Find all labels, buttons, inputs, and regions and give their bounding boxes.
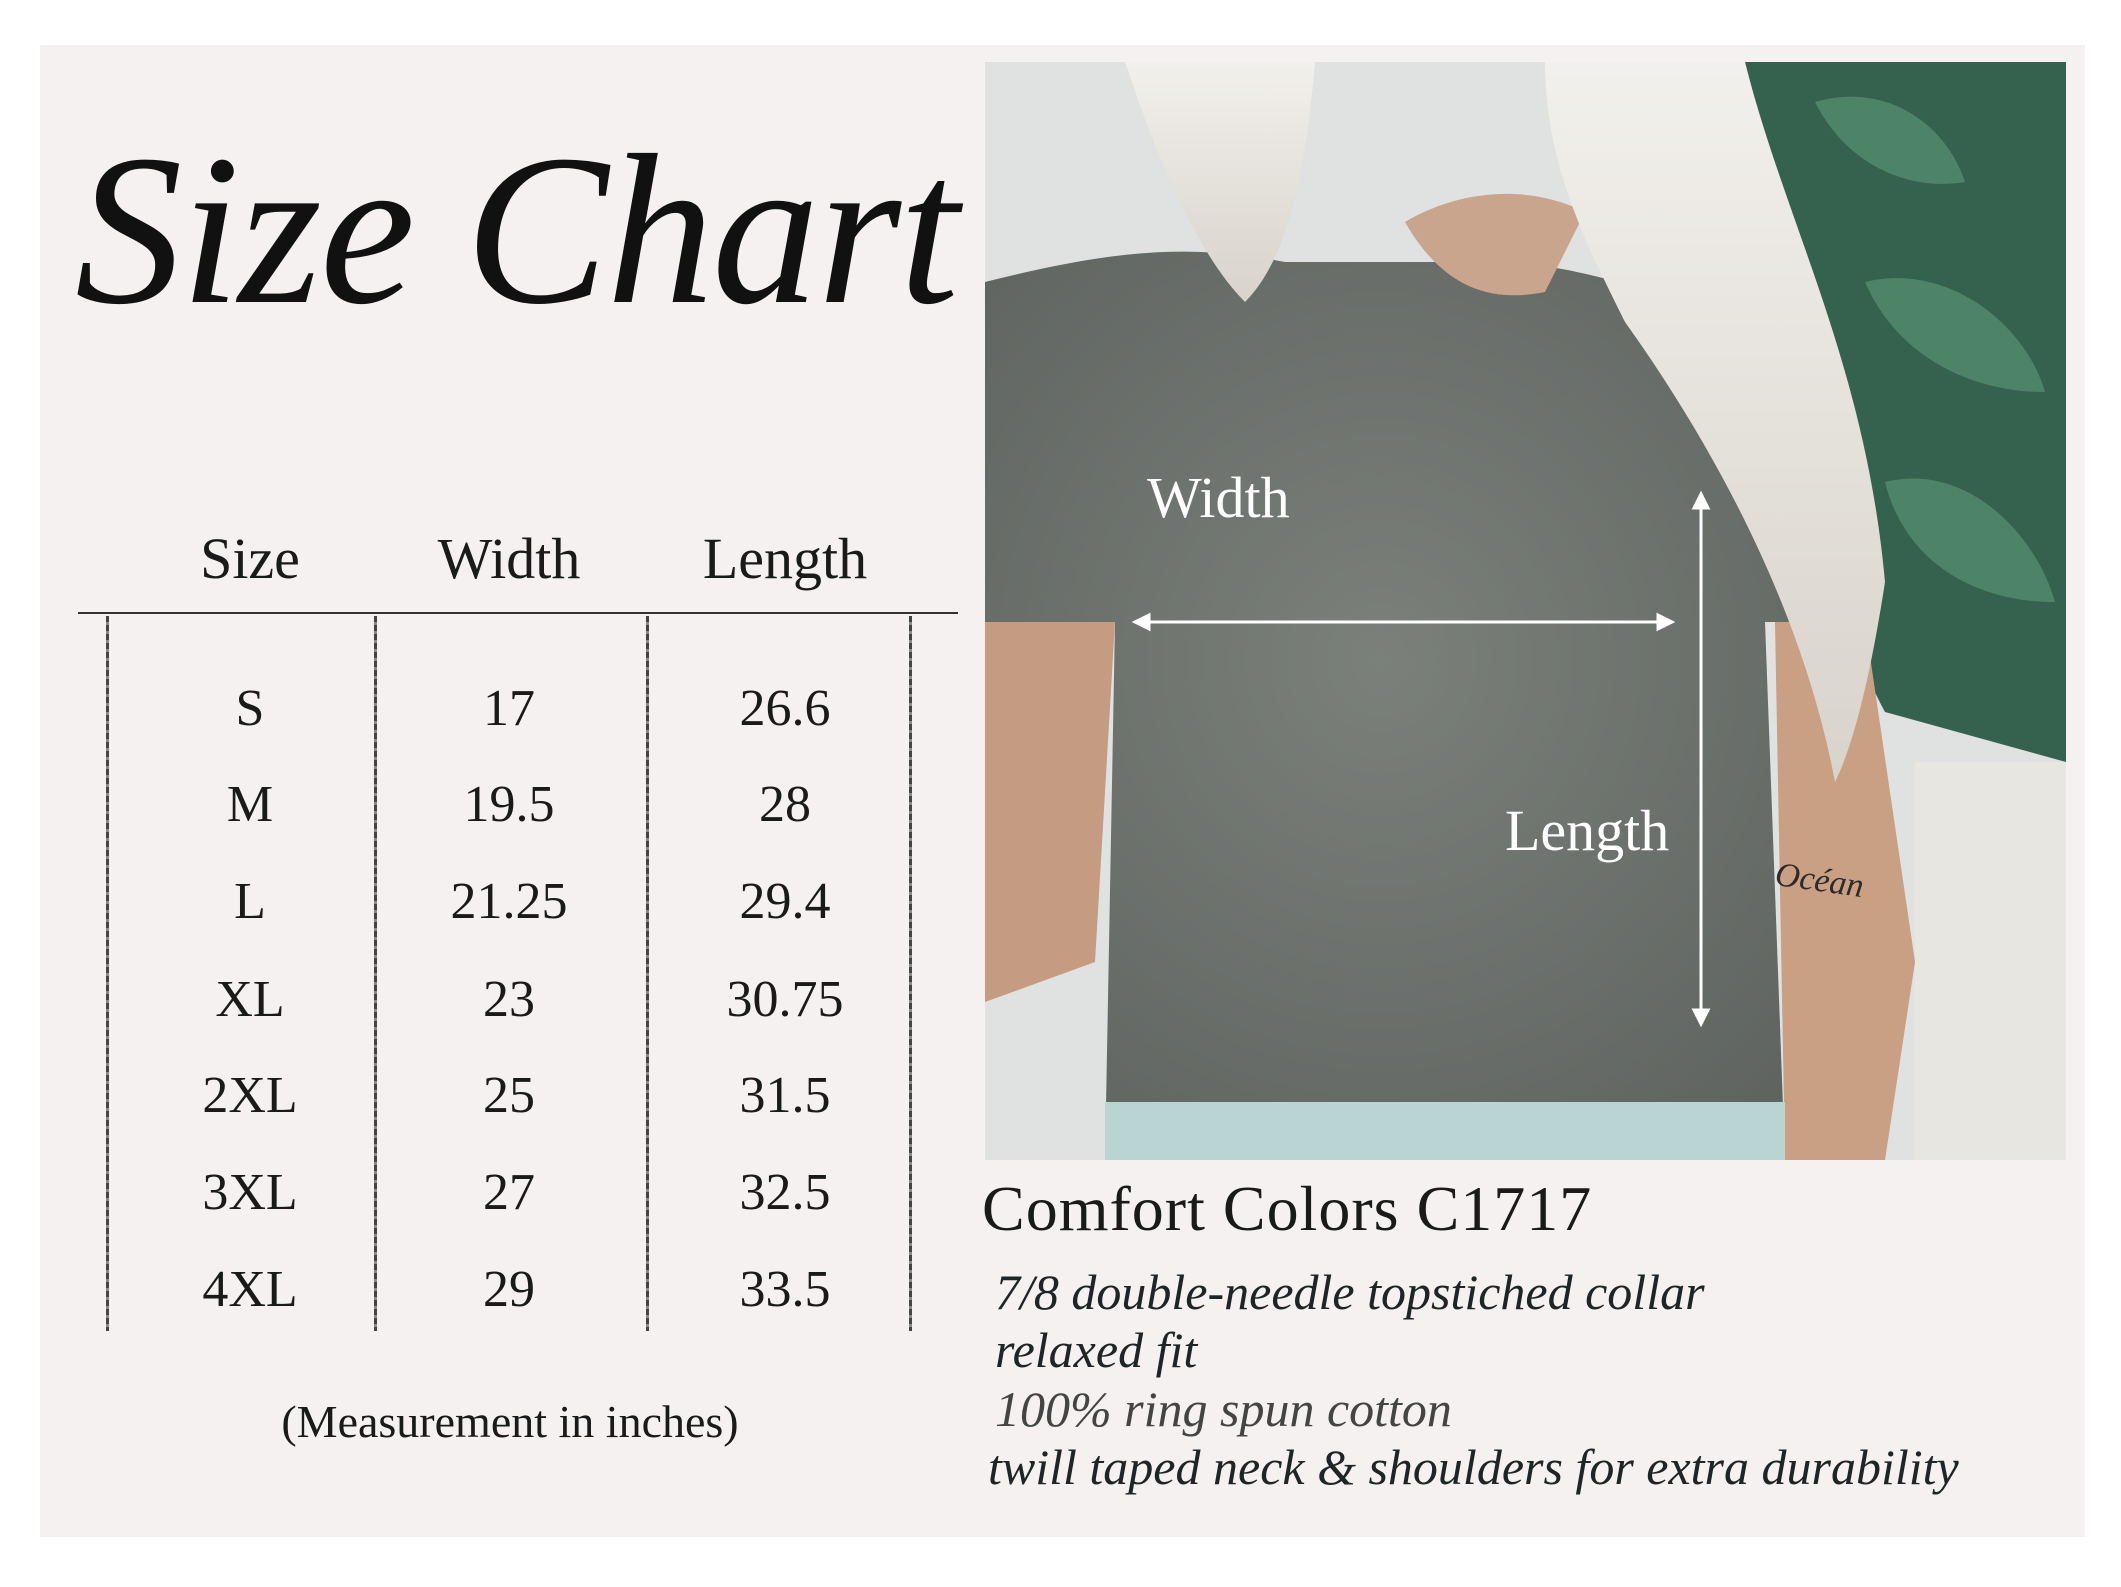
tshirt-illustration bbox=[985, 62, 2066, 1160]
cell-width: 23 bbox=[483, 971, 535, 1028]
cell-length: 32.5 bbox=[739, 1164, 831, 1221]
column-divider bbox=[646, 616, 649, 1331]
cell-size: S bbox=[235, 680, 265, 737]
cell-size: 2XL bbox=[202, 1067, 298, 1124]
cell-size: M bbox=[226, 776, 274, 833]
cell-length: 29.4 bbox=[739, 873, 831, 930]
measurement-note: (Measurement in inches) bbox=[281, 1396, 739, 1447]
cell-length: 28 bbox=[759, 776, 811, 833]
cell-size: L bbox=[234, 873, 266, 930]
cell-size: 3XL bbox=[202, 1164, 298, 1221]
column-divider bbox=[909, 616, 912, 1331]
cell-length: 31.5 bbox=[739, 1067, 831, 1124]
size-chart-title: Size Chart bbox=[75, 110, 959, 349]
width-label: Width bbox=[1147, 465, 1290, 530]
cell-size: 4XL bbox=[202, 1261, 298, 1318]
feature-fit: relaxed fit bbox=[995, 1322, 1198, 1378]
header-size: Size bbox=[200, 526, 300, 591]
column-divider bbox=[374, 616, 377, 1331]
cell-length: 30.75 bbox=[726, 971, 844, 1028]
header-length: Length bbox=[702, 526, 868, 591]
cell-width: 19.5 bbox=[463, 776, 555, 833]
cell-width: 21.25 bbox=[450, 873, 568, 930]
cell-length: 26.6 bbox=[739, 680, 831, 737]
cell-width: 27 bbox=[483, 1164, 535, 1221]
header-divider bbox=[78, 612, 958, 614]
cell-width: 25 bbox=[483, 1067, 535, 1124]
cell-size: XL bbox=[215, 971, 285, 1028]
feature-taped-neck: twill taped neck & shoulders for extra d… bbox=[988, 1439, 1959, 1495]
cell-width: 17 bbox=[483, 680, 535, 737]
length-label: Length bbox=[1505, 798, 1670, 863]
model-photo: Width Length Océan bbox=[985, 62, 2066, 1160]
feature-cotton: 100% ring spun cotton bbox=[995, 1381, 1452, 1437]
cell-width: 29 bbox=[483, 1261, 535, 1318]
feature-collar: 7/8 double-needle topstiched collar bbox=[995, 1264, 1705, 1320]
header-width: Width bbox=[437, 526, 581, 591]
cell-length: 33.5 bbox=[739, 1261, 831, 1318]
column-divider bbox=[106, 616, 109, 1331]
product-name: Comfort Colors C1717 bbox=[982, 1173, 1593, 1244]
